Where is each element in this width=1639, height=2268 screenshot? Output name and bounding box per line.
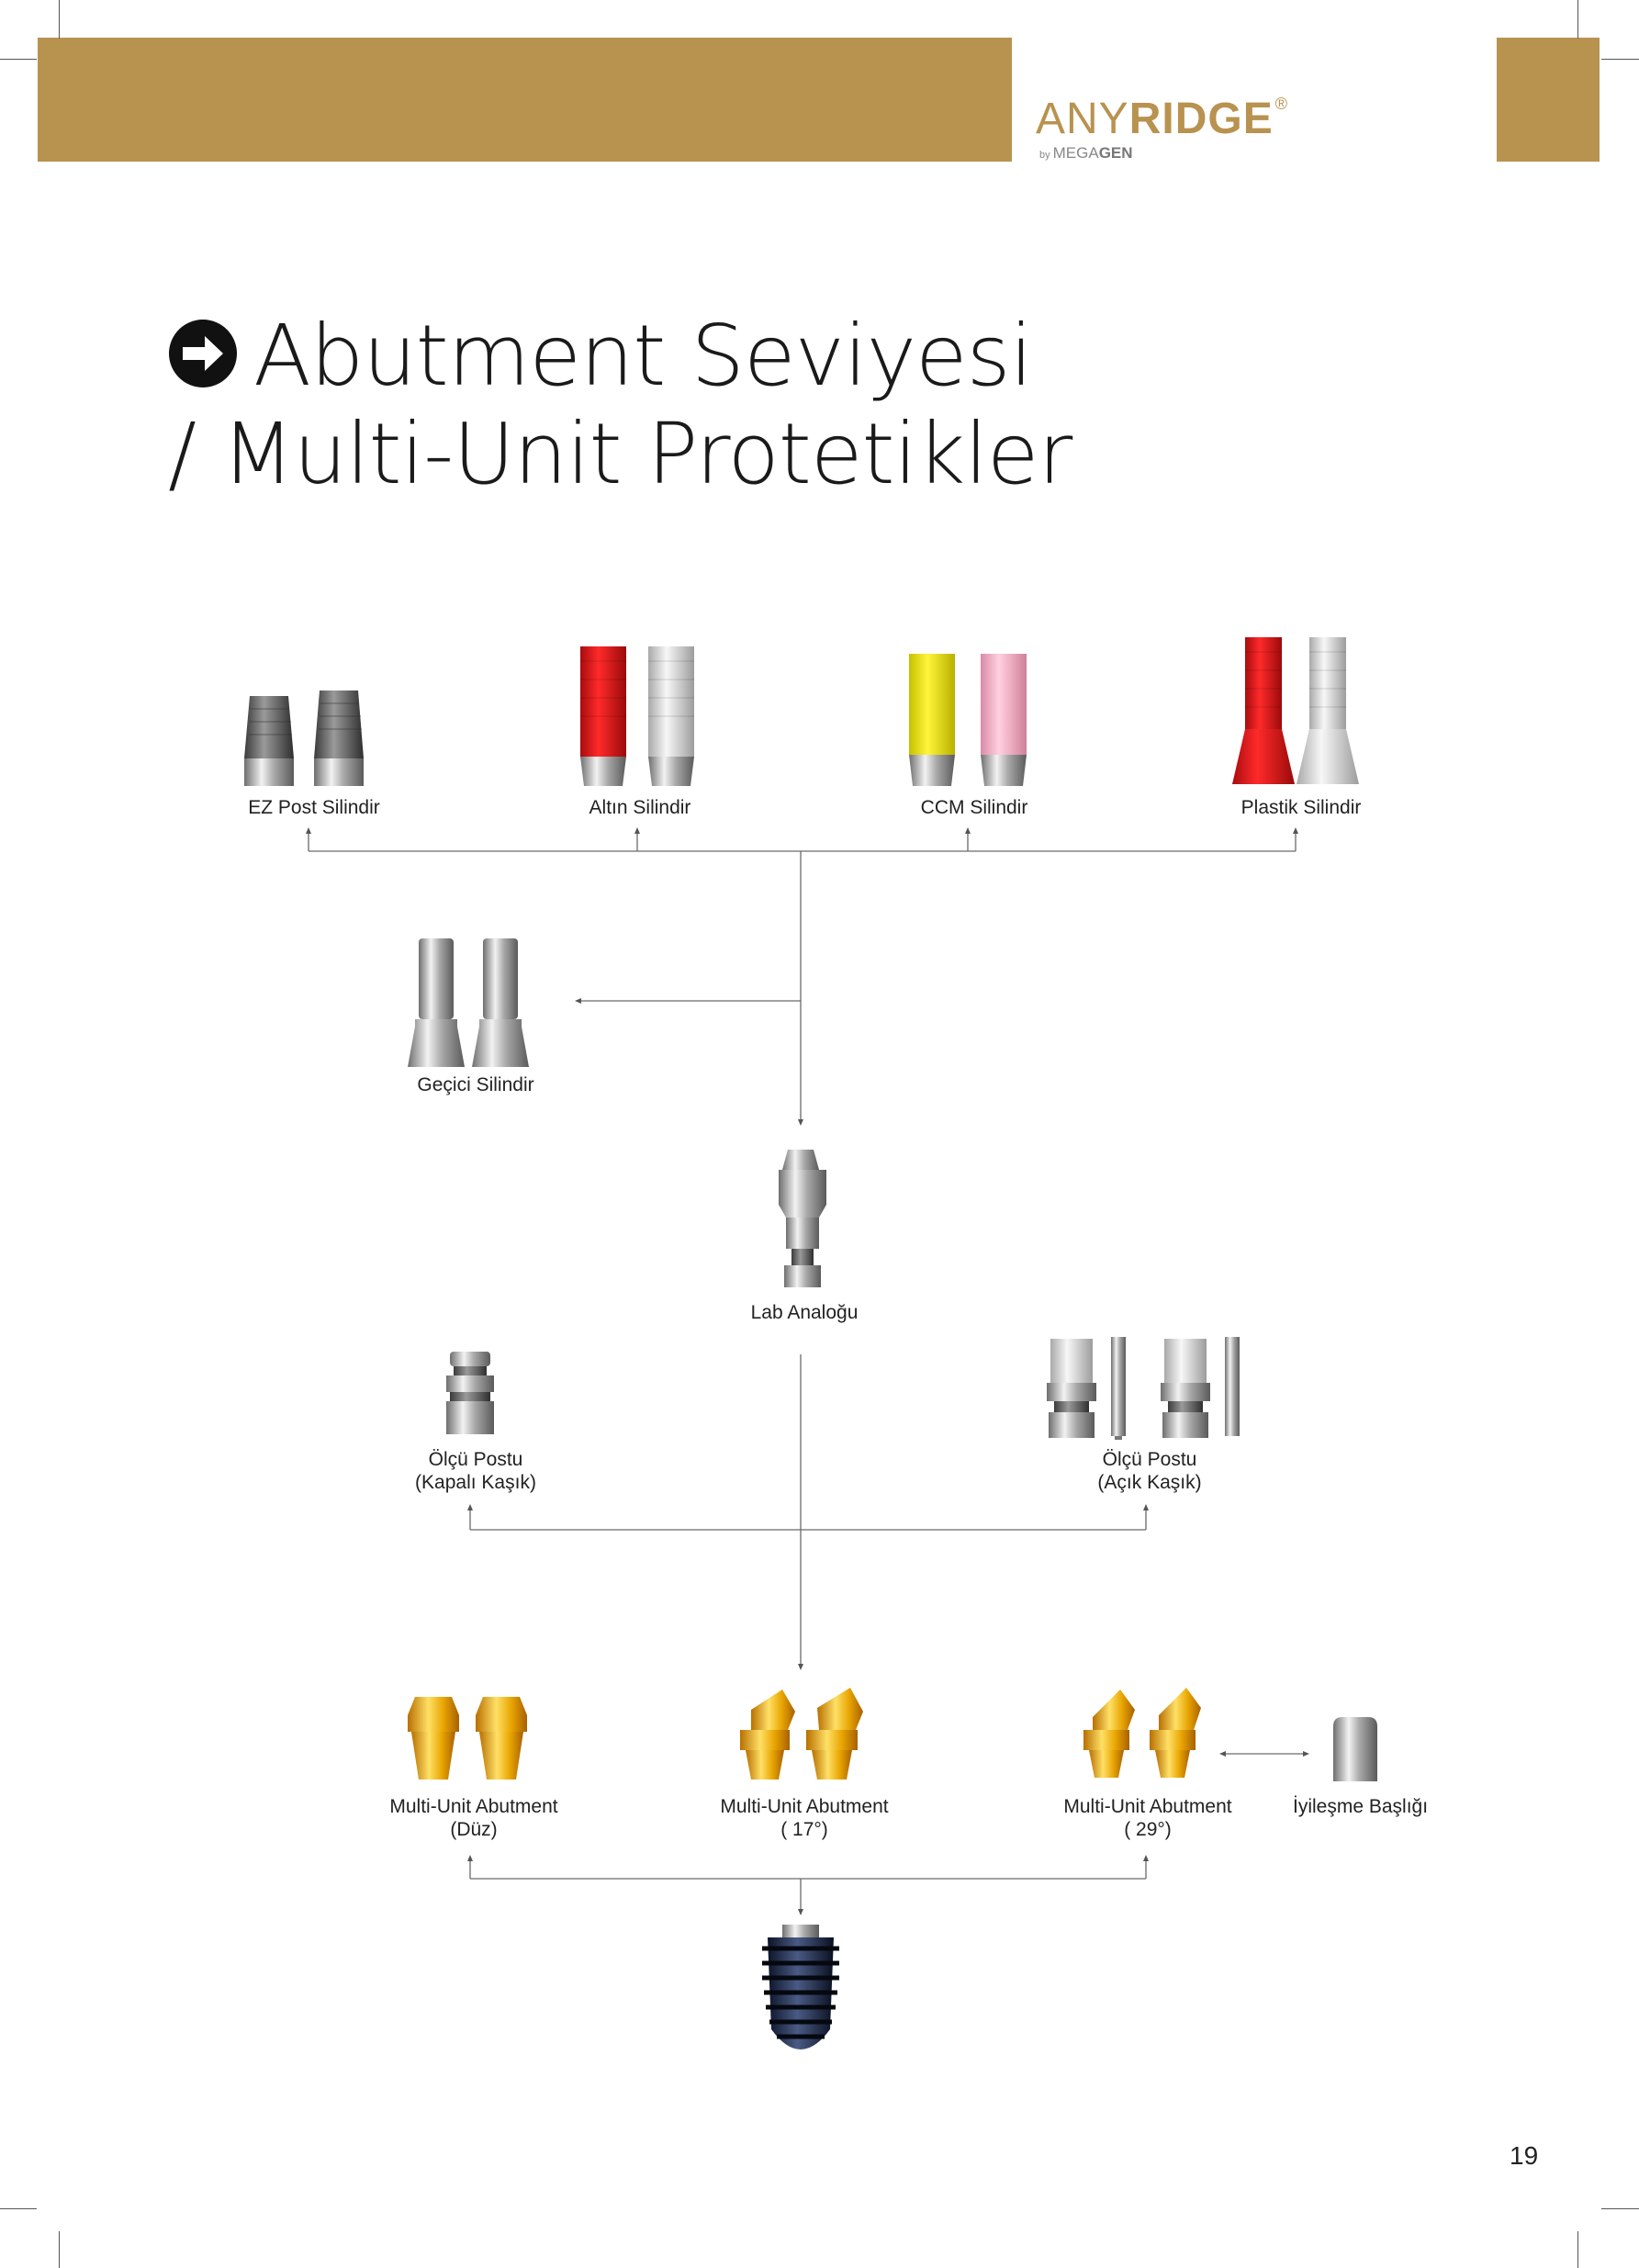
impression-coping-closed-tray-label: Ölçü Postu (Kapalı Kaşık) bbox=[415, 1448, 536, 1494]
label-line: ( 17°) bbox=[780, 1819, 828, 1840]
label-line: ( 29°) bbox=[1124, 1819, 1172, 1840]
temporary-cylinder-icon bbox=[408, 938, 529, 1067]
multi-unit-abutment-straight-icon bbox=[408, 1697, 527, 1780]
brand-by: by bbox=[1039, 150, 1050, 161]
impression-coping-closed-tray-icon bbox=[446, 1352, 494, 1434]
ez-post-cylinder-label: EZ Post Silindir bbox=[248, 797, 380, 818]
header-band-left bbox=[38, 38, 1012, 162]
brand-ridge: RIDGE bbox=[1128, 95, 1274, 143]
brand-logo: ANYRIDGE ® by MEGAGEN bbox=[1036, 95, 1287, 163]
arrow-right-circle-icon bbox=[169, 320, 237, 387]
label-line: Multi-Unit Abutment bbox=[1063, 1796, 1232, 1817]
crop-mark bbox=[0, 2208, 37, 2209]
page-number: 19 bbox=[1510, 2141, 1539, 2170]
multi-unit-abutment-17-label: Multi-Unit Abutment ( 17°) bbox=[720, 1795, 888, 1841]
crop-mark bbox=[1601, 59, 1639, 60]
label-line: Ölçü Postu bbox=[428, 1449, 523, 1470]
multi-unit-abutment-straight-label: Multi-Unit Abutment (Düz) bbox=[389, 1795, 557, 1841]
registered-mark: ® bbox=[1274, 95, 1288, 113]
label-line: (Kapalı Kaşık) bbox=[415, 1472, 536, 1493]
multi-unit-abutment-29-label: Multi-Unit Abutment ( 29°) bbox=[1063, 1795, 1231, 1841]
label-line: Multi-Unit Abutment bbox=[720, 1796, 889, 1817]
crop-mark bbox=[0, 59, 37, 60]
impression-coping-open-tray-label: Ölçü Postu (Açık Kaşık) bbox=[1097, 1448, 1201, 1494]
lab-analog-label: Lab Analoğu bbox=[750, 1302, 859, 1323]
page-title-line-1: Abutment Seviyesi bbox=[253, 307, 1033, 405]
crop-mark bbox=[59, 2231, 60, 2268]
crop-mark bbox=[1577, 2231, 1578, 2268]
healing-cap-label: İyileşme Başlığı bbox=[1293, 1796, 1429, 1817]
label-line: (Açık Kaşık) bbox=[1097, 1472, 1202, 1493]
crop-mark bbox=[1577, 0, 1578, 39]
ccm-cylinder-label: CCM Silindir bbox=[920, 797, 1028, 818]
arrowheads bbox=[306, 827, 1309, 1915]
healing-cap-icon bbox=[1333, 1717, 1377, 1781]
crop-mark bbox=[1601, 2208, 1639, 2209]
multi-unit-abutment-17-icon bbox=[740, 1688, 863, 1780]
ccm-cylinder-icon bbox=[909, 654, 1027, 786]
label-line: (Düz) bbox=[450, 1819, 498, 1840]
multi-unit-abutment-29-icon bbox=[1083, 1688, 1201, 1778]
header-band-right bbox=[1497, 38, 1600, 162]
label-line: Ölçü Postu bbox=[1102, 1449, 1197, 1470]
brand-any: ANY bbox=[1036, 95, 1129, 143]
temporary-cylinder-label: Geçici Silindir bbox=[417, 1074, 534, 1095]
lab-analog-icon bbox=[779, 1150, 826, 1287]
label-line: Multi-Unit Abutment bbox=[389, 1796, 558, 1817]
ez-post-cylinder-icon bbox=[244, 691, 364, 786]
plastic-cylinder-icon bbox=[1232, 637, 1359, 784]
implant-icon bbox=[762, 1925, 839, 2049]
connector-lines bbox=[308, 831, 1306, 1912]
page-title-line-2: / Multi-Unit Protetikler bbox=[168, 405, 1072, 503]
brand-gen: GEN bbox=[1098, 144, 1133, 162]
brand-mega: MEGA bbox=[1052, 144, 1099, 162]
impression-coping-open-tray-icon bbox=[1047, 1337, 1240, 1440]
plastic-cylinder-label: Plastik Silindir bbox=[1240, 797, 1362, 818]
gold-cylinder-icon bbox=[580, 646, 694, 786]
gold-cylinder-label: Altın Silindir bbox=[589, 797, 691, 818]
crop-mark bbox=[59, 0, 60, 39]
